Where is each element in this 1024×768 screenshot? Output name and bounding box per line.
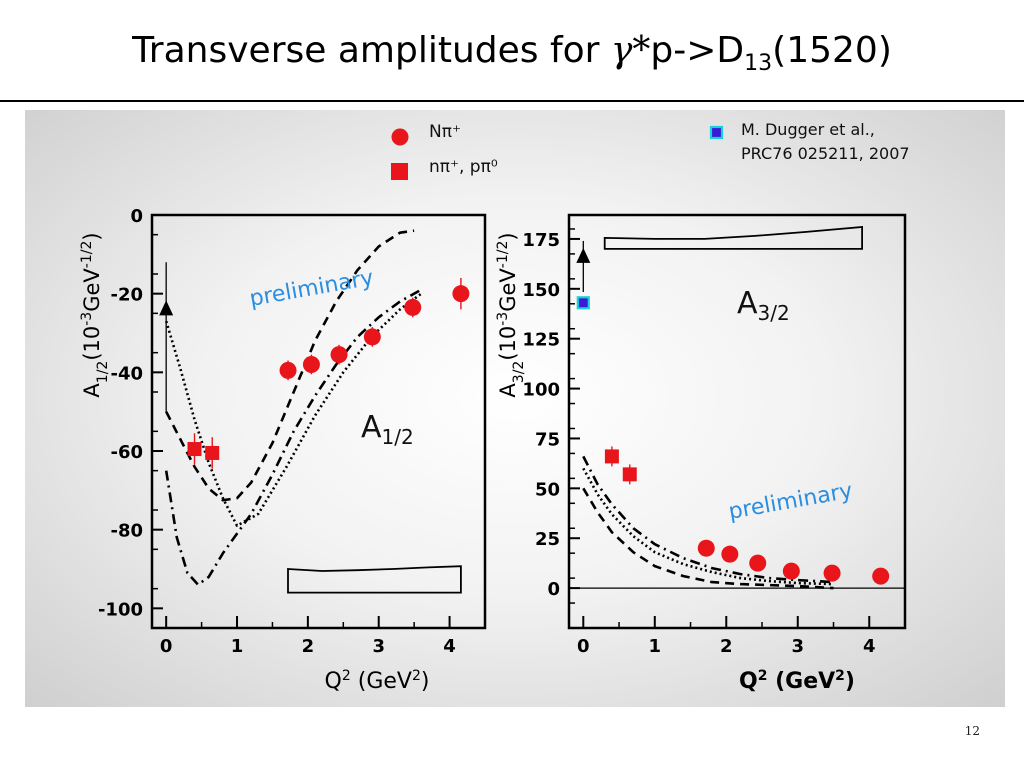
chart-a12-points xyxy=(159,262,470,469)
a12-circle-point xyxy=(404,298,422,316)
a12-circle-point xyxy=(452,285,470,303)
title-main: Transverse amplitudes for xyxy=(132,30,611,71)
chart-a32-preliminary: preliminary xyxy=(727,479,855,525)
a32-ytick-label: 100 xyxy=(522,380,560,401)
a32-ytick-label: 150 xyxy=(522,280,560,301)
title-rest: p->D xyxy=(650,30,745,71)
chart-a12-ytick-labels: 0 -20 -40 -60 -80 -100 xyxy=(98,206,143,620)
chart-a32-ytick-labels: 175 150 125 100 75 50 25 0 xyxy=(522,230,560,600)
a12-xtick-label: 0 xyxy=(160,636,173,657)
a12-ytick-label: -40 xyxy=(110,363,143,384)
title-subscript: 13 xyxy=(744,51,773,77)
chart-a32-points xyxy=(576,240,890,585)
chart-a32-ylabel: A3/2(10-3GeV-1/2) xyxy=(495,232,527,397)
chart-a12-ylabel: A1/2(10-3GeV-1/2) xyxy=(79,232,111,397)
a12-square-point xyxy=(187,442,202,457)
chart-a32: 175 150 125 100 75 50 25 0 0 1 2 3 4 A3/2(10-3GeV-1… xyxy=(495,213,907,694)
chart-a32-panel-label-sub: 3/2 xyxy=(758,301,790,325)
a32-curve-dashed xyxy=(582,487,834,590)
legend-square-marker xyxy=(391,163,408,180)
a32-square-point xyxy=(604,449,619,464)
figure-panel: Nπ⁺ nπ⁺, pπ⁰ M. Dugger et al., PRC76 025… xyxy=(25,110,1005,707)
a12-ytick-label: -60 xyxy=(110,442,143,463)
legend-npi-plus-ppi0: nπ⁺, pπ⁰ xyxy=(429,157,498,177)
title-rule xyxy=(0,100,1024,102)
a12-ytick-label: -100 xyxy=(98,599,143,620)
a32-ytick-label: 75 xyxy=(535,429,560,450)
a32-curve-dotted xyxy=(582,467,834,586)
chart-a32-xtick-labels: 0 1 2 3 4 xyxy=(577,636,875,657)
chart-a12-panel-label-sub: 1/2 xyxy=(382,425,414,449)
a32-xtick-label: 2 xyxy=(720,636,733,657)
title-gamma: γ* xyxy=(610,30,651,71)
a32-ytick-label: 25 xyxy=(535,529,560,550)
a12-square-point xyxy=(205,445,220,460)
a32-circle-point xyxy=(823,564,841,582)
legend-dugger-line1: M. Dugger et al., xyxy=(741,120,875,139)
a12-circle-point xyxy=(279,361,297,379)
a12-ytick-label: -20 xyxy=(110,285,143,306)
a32-circle-point xyxy=(749,554,767,572)
chart-a12-xtick-labels: 0 1 2 3 4 xyxy=(160,636,456,657)
a12-xtick-label: 4 xyxy=(443,636,456,657)
legend-npi-plus: Nπ⁺ xyxy=(429,122,461,142)
a12-xtick-label: 2 xyxy=(302,636,315,657)
a32-circle-point xyxy=(697,539,715,557)
chart-a12-preliminary: preliminary xyxy=(248,266,376,312)
a32-triangle-point xyxy=(576,247,591,263)
figure-svg: Nπ⁺ nπ⁺, pπ⁰ M. Dugger et al., PRC76 025… xyxy=(79,120,910,694)
chart-a32-panel-label: A3/2 xyxy=(737,286,790,325)
chart-a12-panel-label: A1/2 xyxy=(361,410,414,449)
a32-ytick-label: 50 xyxy=(535,479,560,500)
a32-square-point xyxy=(622,467,637,482)
a12-curve-dashdot xyxy=(164,288,422,586)
a12-curve-dashed xyxy=(165,229,415,502)
title-tail: (1520) xyxy=(772,30,892,71)
a12-circle-point xyxy=(302,355,320,373)
a32-ytick-label: 175 xyxy=(522,230,560,251)
legend-circle-marker xyxy=(391,128,409,146)
a32-dugger-point xyxy=(576,296,590,310)
a32-circle-point xyxy=(872,567,890,585)
a32-systematic-band xyxy=(603,226,863,250)
a12-xtick-label: 3 xyxy=(372,636,385,657)
a12-circle-point xyxy=(363,328,381,346)
a32-circle-point xyxy=(782,562,800,580)
chart-a12-panel-label-main: A xyxy=(361,410,382,445)
a12-curve-dotted xyxy=(164,292,422,527)
chart-a12-xlabel: Q2 (GeV2) xyxy=(325,668,430,694)
chart-a12-band xyxy=(287,565,462,594)
a32-ytick-label: 0 xyxy=(547,579,560,600)
a12-systematic-band xyxy=(287,565,462,594)
chart-a12-frame xyxy=(150,213,487,630)
a32-ytick-label: 125 xyxy=(522,330,560,351)
a12-triangle-point xyxy=(159,300,174,316)
a32-curve-dashdot xyxy=(582,455,834,584)
a12-ytick-label: -80 xyxy=(110,521,143,542)
a32-xtick-label: 3 xyxy=(792,636,805,657)
chart-a32-xlabel: Q2 (GeV2) xyxy=(739,668,855,694)
a32-circle-point xyxy=(721,545,739,563)
a32-xtick-label: 4 xyxy=(863,636,876,657)
a32-xtick-label: 1 xyxy=(649,636,662,657)
legend-dugger-line2: PRC76 025211, 2007 xyxy=(741,144,910,163)
a12-xtick-label: 1 xyxy=(231,636,244,657)
slide-title: Transverse amplitudes for γ*p->D13(1520) xyxy=(0,30,1024,76)
a32-xtick-label: 0 xyxy=(577,636,590,657)
page-number: 12 xyxy=(964,724,980,738)
chart-a32-band xyxy=(603,226,863,250)
a12-ytick-label: 0 xyxy=(130,206,143,227)
chart-a32-panel-label-main: A xyxy=(737,286,758,321)
chart-a12-ticks xyxy=(152,214,486,629)
chart-a32-curves xyxy=(582,455,834,590)
a12-circle-point xyxy=(330,346,348,364)
legend: Nπ⁺ nπ⁺, pπ⁰ M. Dugger et al., PRC76 025… xyxy=(391,120,910,180)
chart-a32-frame xyxy=(567,213,907,630)
chart-a12: 0 -20 -40 -60 -80 -100 0 1 2 3 4 A1/2(10-3GeV-1/2… xyxy=(79,206,487,694)
legend-dugger-marker xyxy=(709,125,724,140)
